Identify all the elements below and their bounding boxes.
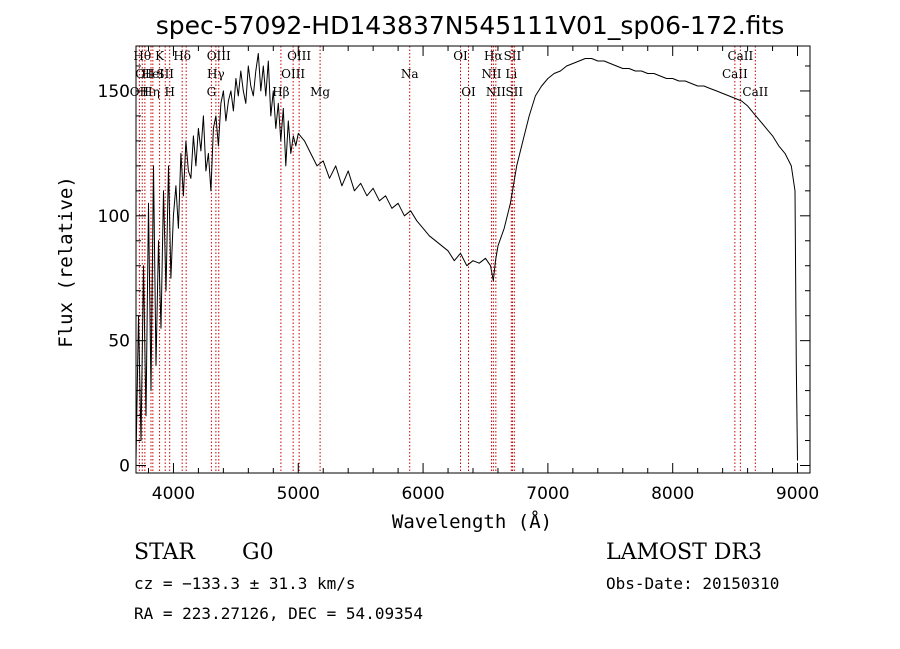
spectral-line-label: SII [505, 85, 523, 99]
plot-frame [135, 45, 811, 474]
spectral-line-label: OIII [281, 67, 305, 81]
spectral-line-label: OI [453, 49, 468, 63]
spectral-line-markers: OIIHθOIIHηHeIKSIIHHδGHγOIIIHβOIIIOIIIMgN… [130, 46, 768, 473]
y-axis-label: Flux (relative) [55, 176, 77, 348]
spectral-line-label: HeI [142, 67, 165, 81]
x-tick-label: 7000 [526, 484, 569, 504]
x-tick-label: 8000 [651, 484, 694, 504]
spectral-line-label: NII [481, 67, 501, 81]
spectral-line-label: Hδ [173, 49, 191, 63]
spectral-line-label: SII [156, 67, 174, 81]
flux-series-line [135, 53, 798, 461]
object-subclass: G0 [242, 540, 274, 565]
spectral-line-label: Hα [484, 49, 503, 63]
spectral-line-label: Li [505, 67, 517, 81]
spectral-line-label: Mg [310, 85, 330, 99]
y-tick-label: 150 [98, 82, 130, 102]
x-tick-label: 9000 [776, 484, 819, 504]
coordinates: RA = 223.27126, DEC = 54.09354 [134, 604, 423, 623]
spectral-line-label: Hη [142, 85, 160, 99]
spectral-line-label: CaII [742, 85, 768, 99]
spectral-line-label: Hθ [133, 49, 151, 63]
spectral-line-label: G [207, 85, 217, 99]
axis-ticks: 4000 5000 6000 7000 8000 9000 0 50 100 150 [98, 46, 819, 504]
observation-date: Obs-Date: 20150310 [606, 574, 780, 593]
spectral-line-label: OI [461, 85, 476, 99]
series-layer [135, 53, 798, 461]
spectral-line-label: Na [401, 67, 419, 81]
y-tick-label: 100 [98, 207, 130, 227]
spectral-line-label: CaII [722, 67, 748, 81]
redshift-velocity: cz = −133.3 ± 31.3 km/s [134, 574, 356, 593]
object-class: STAR [134, 540, 195, 565]
spectral-line-label: CaII [727, 49, 753, 63]
chart-title: spec-57092-HD143837N545111V01_sp06-172.f… [156, 11, 785, 40]
spectral-line-label: H [164, 85, 174, 99]
spectral-line-label: OII [135, 67, 155, 81]
spectral-line-label: OIII [207, 49, 231, 63]
spectral-line-label: Hγ [207, 67, 225, 81]
y-tick-label: 0 [119, 457, 130, 477]
spectral-line-label: SII [504, 49, 522, 63]
x-tick-label: 4000 [152, 484, 195, 504]
spectral-line-label: OIII [287, 49, 311, 63]
survey-name: LAMOST DR3 [606, 540, 762, 565]
y-tick-label: 50 [108, 332, 130, 352]
x-tick-label: 6000 [401, 484, 444, 504]
spectral-line-label: Hβ [272, 85, 289, 99]
x-axis-label: Wavelength (Å) [392, 510, 552, 533]
spectral-line-label: K [155, 49, 165, 63]
spectral-line-label: NII [486, 85, 506, 99]
x-tick-label: 5000 [277, 484, 320, 504]
